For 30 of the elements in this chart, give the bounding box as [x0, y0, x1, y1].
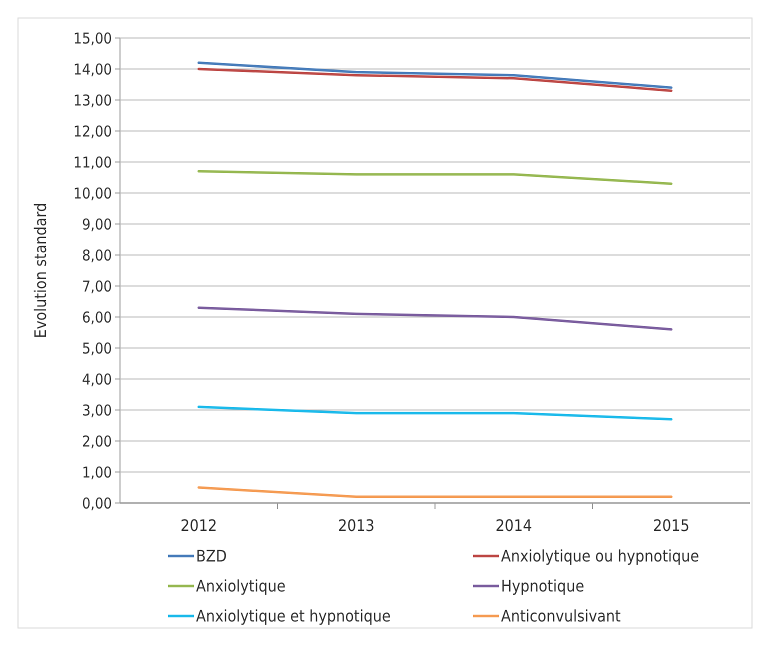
- y-tick-label: 6,00: [82, 308, 112, 326]
- y-tick-label: 1,00: [82, 463, 112, 482]
- line-series: [198, 68, 672, 92]
- y-tick-label: 7,00: [82, 277, 112, 296]
- line-series: [198, 62, 672, 89]
- x-tick-label: 2012: [180, 516, 218, 535]
- x-tick-label: 2015: [652, 516, 690, 535]
- y-tick-label: 0,00: [82, 494, 112, 512]
- legend-label: Anxiolytique ou hypnotique: [501, 546, 700, 566]
- x-tick-label: 2013: [338, 516, 375, 535]
- y-tick-label: 2,00: [82, 432, 112, 450]
- legend-label: Hypnotique: [501, 576, 584, 596]
- y-tick-label: 4,00: [82, 370, 112, 388]
- y-tick-label: 8,00: [82, 246, 112, 264]
- y-tick-label: 15,00: [73, 29, 112, 48]
- legend-label: BZD: [196, 546, 227, 566]
- legend-label: Anxiolytique: [196, 576, 286, 596]
- y-tick-label: 14,00: [73, 60, 112, 78]
- y-tick-label: 12,00: [73, 122, 112, 140]
- line-series: [198, 306, 672, 331]
- y-tick-label: 5,00: [82, 339, 112, 358]
- y-tick-label: 9,00: [82, 215, 112, 234]
- y-tick-label: 10,00: [73, 184, 112, 202]
- legend-label: Anxiolytique et hypnotique: [196, 606, 391, 626]
- x-tick-label: 2014: [495, 516, 532, 535]
- y-tick-label: 13,00: [73, 91, 112, 110]
- y-tick-label: 3,00: [82, 401, 112, 420]
- legend-label: Anticonvulsivant: [501, 606, 622, 626]
- y-axis-title: Evolution standard: [31, 202, 50, 338]
- y-tick-label: 11,00: [73, 153, 112, 172]
